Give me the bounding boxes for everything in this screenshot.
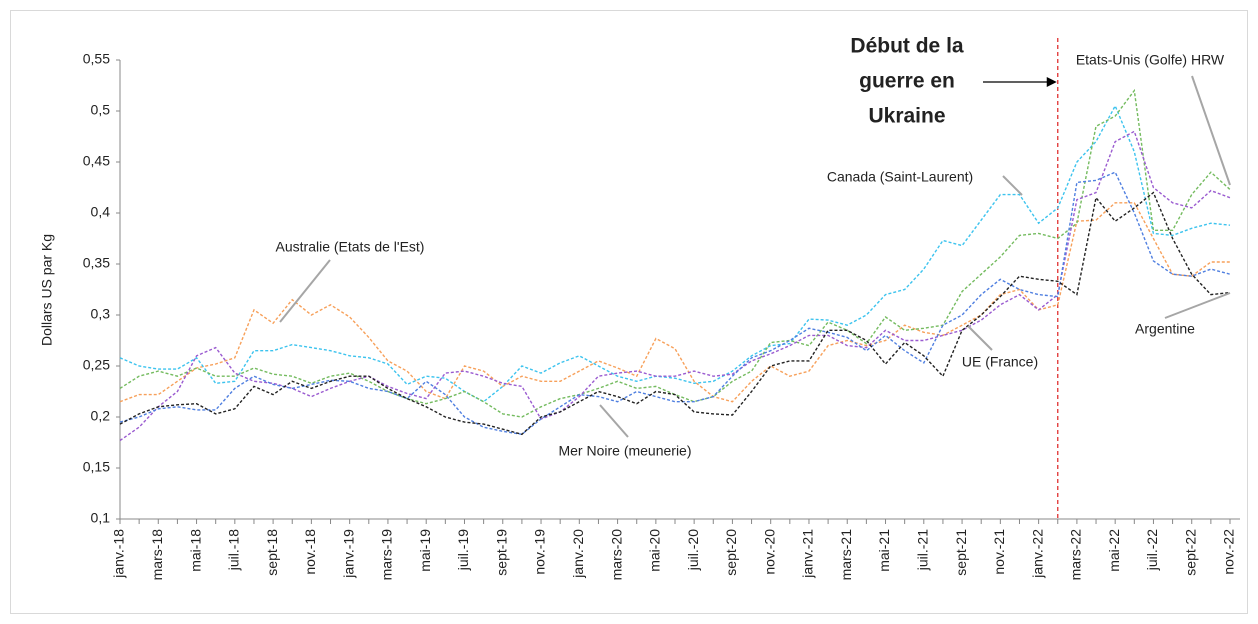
chart-frame — [10, 10, 1248, 614]
x-tick-label: juil.-21 — [914, 529, 930, 571]
series-label: Australie (Etats de l'Est) — [276, 239, 425, 255]
series-line — [119, 191, 1231, 436]
y-tick-label: 0,35 — [83, 255, 110, 271]
callout-leader — [279, 259, 331, 323]
x-tick-label: sept-18 — [264, 529, 280, 576]
x-tick-label: mai-18 — [187, 529, 203, 572]
y-tick-label: 0,25 — [83, 357, 110, 373]
event-text: guerre en — [859, 70, 955, 93]
y-tick-label: 0,2 — [91, 408, 111, 424]
series-label: Argentine — [1135, 321, 1195, 337]
series-label: Etats-Unis (Golfe) HRW — [1076, 52, 1225, 68]
x-tick-label: sept-20 — [723, 529, 739, 576]
y-tick-label: 0,1 — [91, 510, 111, 526]
x-tick-label: juil.-18 — [226, 529, 242, 571]
x-tick-label: nov.-21 — [991, 529, 1007, 575]
x-tick-label: mars-22 — [1068, 529, 1084, 581]
series-label: UE (France) — [962, 354, 1038, 370]
y-tick-label: 0,5 — [91, 102, 111, 118]
x-tick-label: mars-21 — [838, 529, 854, 581]
y-tick-label: 0,15 — [83, 459, 110, 475]
x-tick-label: janv.-20 — [570, 529, 586, 579]
y-tick-label: 0,55 — [83, 51, 110, 67]
x-tick-label: janv.-22 — [1029, 529, 1045, 579]
x-tick-label: mai-19 — [417, 529, 433, 572]
series-label: Canada (Saint-Laurent) — [827, 169, 973, 185]
x-tick-label: mars-18 — [149, 529, 165, 581]
x-tick-label: janv.-21 — [800, 529, 816, 579]
x-tick-label: janv.-18 — [111, 529, 127, 579]
series-line — [119, 130, 1231, 442]
callout-leader — [1164, 292, 1231, 319]
x-tick-label: janv.-19 — [340, 529, 356, 579]
callout-leader — [1002, 175, 1023, 196]
x-tick-label: mai-21 — [876, 529, 892, 572]
series-line — [119, 202, 1230, 403]
x-tick-label: sept-21 — [953, 529, 969, 576]
y-tick-label: 0,4 — [91, 204, 111, 220]
x-tick-label: nov.-20 — [761, 529, 777, 575]
event-text: Ukraine — [868, 105, 945, 128]
y-tick-label: 0,3 — [91, 306, 111, 322]
series-line — [119, 171, 1231, 436]
x-tick-label: sept-19 — [493, 529, 509, 576]
y-tick-label: 0,45 — [83, 153, 110, 169]
callout-leader — [1191, 75, 1231, 186]
callout-leader — [967, 325, 993, 351]
y-axis-label: Dollars US par Kg — [39, 234, 55, 346]
x-tick-label: sept-22 — [1182, 529, 1198, 576]
series-label: Mer Noire (meunerie) — [558, 443, 691, 459]
series-line — [119, 88, 1231, 418]
event-text: Début de la — [850, 35, 964, 58]
callout-leader — [599, 404, 629, 438]
x-tick-label: juil.-19 — [455, 529, 471, 571]
x-tick-label: nov.-22 — [1221, 529, 1237, 575]
x-tick-label: mars-20 — [608, 529, 624, 581]
x-tick-label: mai-22 — [1106, 529, 1122, 572]
x-tick-label: nov.-19 — [532, 529, 548, 575]
event-arrowhead — [1046, 77, 1057, 87]
x-tick-label: mai-20 — [647, 529, 663, 572]
x-tick-label: mars-19 — [379, 529, 395, 581]
x-tick-label: nov.-18 — [302, 529, 318, 575]
x-tick-label: juil.-22 — [1144, 529, 1160, 571]
series-line — [119, 104, 1231, 403]
x-tick-label: juil.-20 — [685, 529, 701, 571]
